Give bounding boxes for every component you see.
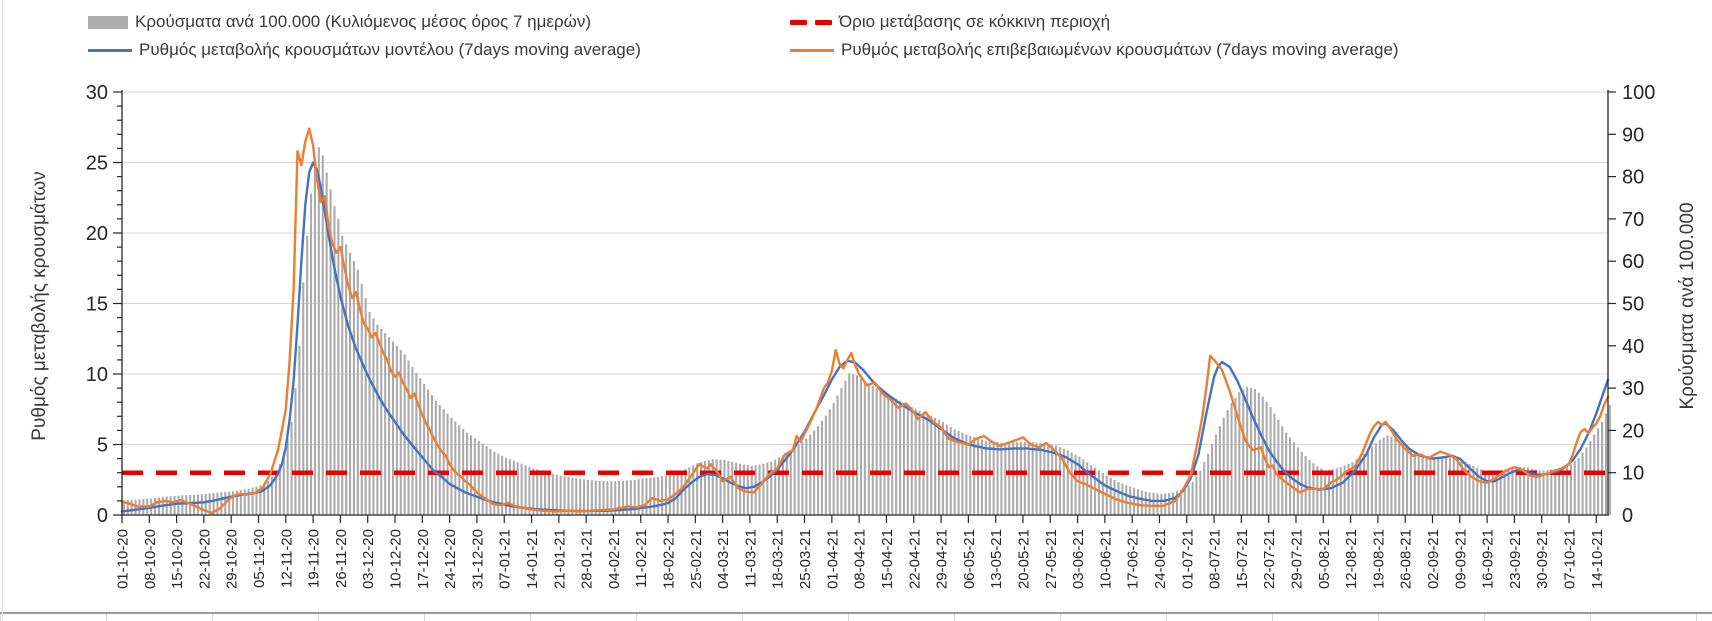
x-tick-label: 06-05-21 (961, 529, 978, 589)
x-tick-label: 05-08-21 (1316, 529, 1333, 589)
x-tick-label: 14-01-21 (524, 529, 541, 589)
x-tick-label: 05-11-20 (251, 529, 268, 588)
y-right-tick-label: 0 (1622, 505, 1633, 527)
x-tick-label: 03-12-20 (360, 529, 377, 589)
x-tick-label: 24-06-21 (1152, 529, 1169, 589)
y-left-tick-label: 10 (86, 364, 108, 386)
x-tick-label: 02-09-21 (1425, 529, 1442, 589)
confirmed-rate-line (120, 127, 1610, 515)
x-tick-label: 04-03-21 (715, 529, 732, 589)
x-tick-label: 07-10-21 (1562, 529, 1579, 589)
x-tick-label: 27-05-21 (1043, 529, 1060, 589)
x-tick-label: 30-09-21 (1534, 529, 1551, 589)
x-tick-label: 12-08-21 (1343, 529, 1360, 589)
legend-label: Κρούσματα ανά 100.000 (Κυλιόμενος μέσος … (135, 12, 592, 31)
x-tick-label: 22-07-21 (1261, 529, 1278, 589)
x-tick-label: 20-05-21 (1016, 529, 1033, 589)
x-tick-label: 23-09-21 (1507, 529, 1524, 589)
x-tick-label: 04-02-21 (606, 529, 623, 589)
y-right-tick-label: 60 (1622, 251, 1644, 273)
bar-swatch-icon (88, 15, 128, 29)
axis-labels: 0 5 10 15 20 25 30 0 10 20 30 40 50 60 70 80 90 100 (86, 82, 1656, 527)
x-tick-label: 28-01-21 (579, 529, 596, 589)
y-right-tick-label: 10 (1622, 463, 1644, 485)
x-tick-label: 08-10-20 (142, 529, 159, 589)
x-tick-label: 17-06-21 (1125, 529, 1142, 589)
x-tick-label: 13-05-21 (988, 529, 1005, 589)
y-right-tick-label: 90 (1622, 124, 1644, 146)
x-tick-label: 19-08-21 (1370, 529, 1387, 589)
x-tick-label: 01-07-21 (1179, 529, 1196, 589)
x-tick-label: 25-03-21 (797, 529, 814, 589)
x-tick-label: 10-12-20 (388, 529, 405, 589)
x-tick-label: 18-02-21 (661, 529, 678, 589)
spreadsheet-grid-strip (0, 612, 1712, 621)
x-tick-label: 08-04-21 (852, 529, 869, 589)
x-tick-label: 15-04-21 (879, 529, 896, 589)
x-tick-label: 29-10-20 (224, 529, 241, 589)
y-left-tick-label: 25 (86, 153, 108, 175)
y-left-tick-label: 15 (86, 294, 108, 316)
x-tick-label: 29-04-21 (934, 529, 951, 589)
model-rate-line (120, 161, 1610, 513)
x-tick-label: 16-09-21 (1480, 529, 1497, 589)
y-left-tick-label: 20 (86, 223, 108, 245)
x-tick-label: 15-07-21 (1234, 529, 1251, 589)
y-left-tick-label: 30 (86, 82, 108, 104)
x-tick-label: 03-06-21 (1070, 529, 1087, 589)
orange-line-swatch-icon (790, 48, 834, 52)
y-left-tick-label: 0 (97, 505, 108, 527)
x-tick-label: 21-01-21 (551, 529, 568, 589)
x-tick-label: 31-12-20 (469, 529, 486, 589)
bars-cases-per-100k (122, 147, 1611, 516)
y-left-tick-label: 5 (97, 435, 108, 457)
x-tick-label: 08-07-21 (1207, 529, 1224, 589)
red-dash-swatch-icon (790, 19, 832, 25)
legend-item-threshold: Όριο μετάβασης σε κόκκινη περιοχή (790, 12, 1110, 32)
y-right-tick-label: 80 (1622, 167, 1644, 189)
legend-item-confirmed-rate: Ρυθμός μεταβολής επιβεβαιωμένων κρουσμάτ… (790, 40, 1399, 60)
x-tick-label: 26-08-21 (1398, 529, 1415, 589)
legend-item-model-rate: Ρυθμός μεταβολής κρουσμάτων μοντέλου (7d… (88, 40, 641, 60)
y-right-tick-label: 30 (1622, 378, 1644, 400)
x-tick-label: 29-07-21 (1289, 529, 1306, 589)
x-tick-label: 19-11-20 (306, 529, 323, 588)
x-tick-label: 22-04-21 (906, 529, 923, 589)
legend-item-cases-bar: Κρούσματα ανά 100.000 (Κυλιόμενος μέσος … (88, 12, 591, 32)
x-tick-label: 09-09-21 (1452, 529, 1469, 589)
x-tick-label: 17-12-20 (415, 529, 432, 589)
x-tick-label: 18-03-21 (770, 529, 787, 589)
x-tick-label: 11-03-21 (742, 529, 759, 588)
x-tick-label: 07-01-21 (497, 529, 514, 589)
x-tick-label: 15-10-20 (169, 529, 186, 589)
y-right-tick-label: 100 (1622, 82, 1655, 104)
x-tick-label: 14-10-21 (1589, 529, 1606, 589)
legend-label: Όριο μετάβασης σε κόκκινη περιοχή (839, 12, 1111, 31)
x-tick-label: 22-10-20 (196, 529, 213, 589)
y-right-tick-label: 50 (1622, 294, 1644, 316)
x-tick-label: 12-11-20 (278, 529, 295, 588)
x-tick-label: 25-02-21 (688, 529, 705, 589)
x-tick-label: 01-10-20 (115, 529, 132, 589)
axis-ticks (113, 91, 1616, 523)
y-right-tick-label: 20 (1622, 420, 1644, 442)
y-right-tick-label: 40 (1622, 336, 1644, 358)
legend-label: Ρυθμός μεταβολής επιβεβαιωμένων κρουσμάτ… (841, 40, 1399, 59)
x-tick-label: 24-12-20 (442, 529, 459, 589)
y-right-tick-label: 70 (1622, 209, 1644, 231)
worksheet-column-edge (2, 0, 3, 621)
x-tick-label: 26-11-20 (333, 529, 350, 588)
x-tick-label: 11-02-21 (633, 529, 650, 588)
legend-label: Ρυθμός μεταβολής κρουσμάτων μοντέλου (7d… (139, 40, 641, 59)
blue-line-swatch-icon (88, 48, 132, 52)
x-tick-label: 01-04-21 (824, 529, 841, 589)
x-tick-label: 10-06-21 (1097, 529, 1114, 589)
